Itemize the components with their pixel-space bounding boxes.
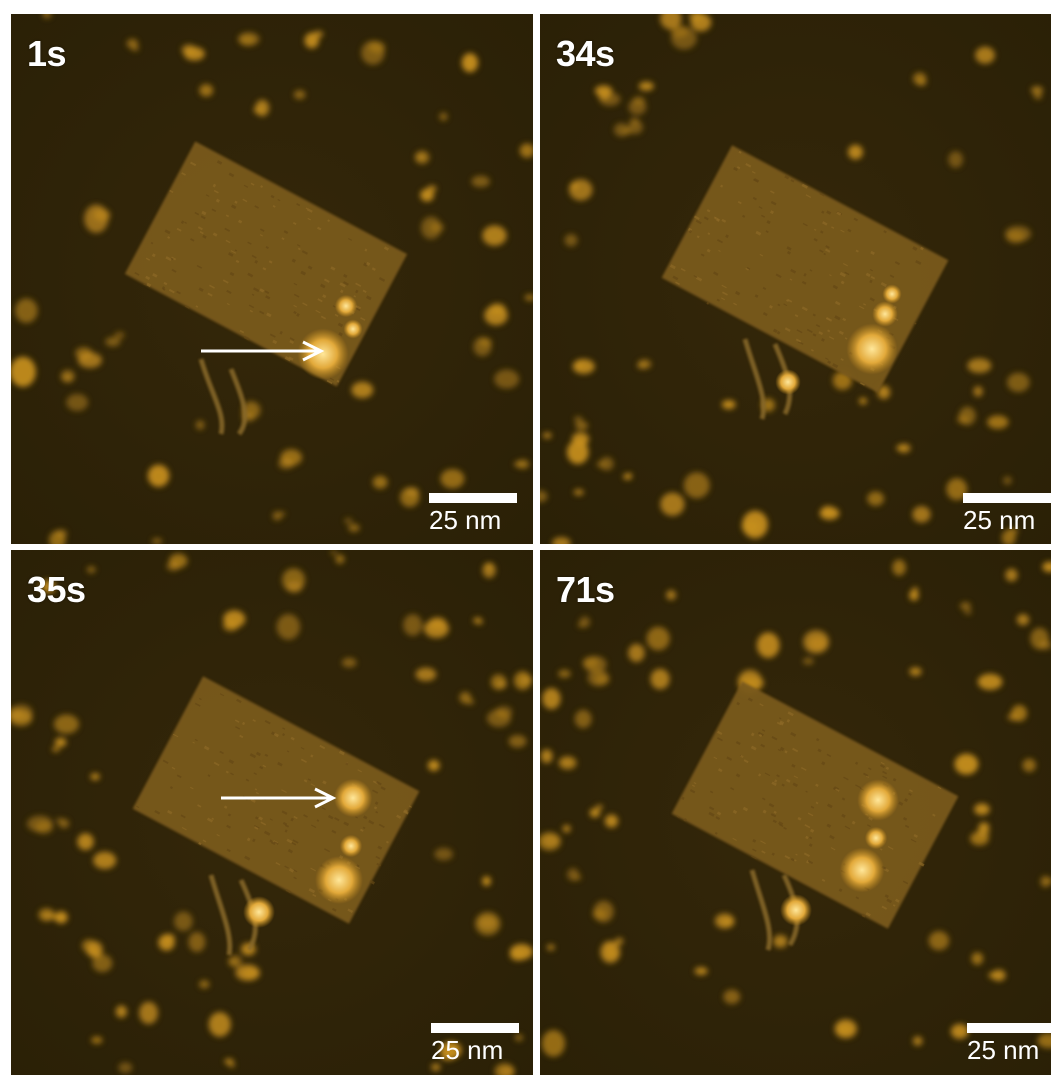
arrow-icon xyxy=(201,340,325,362)
afm-frame-34s: 34s 25 nm xyxy=(540,14,1051,544)
scale-bar-label: 25 nm xyxy=(431,1035,504,1065)
afm-frame-image xyxy=(11,550,533,1075)
scale-bar-label: 25 nm xyxy=(963,505,1036,535)
afm-frame-image xyxy=(11,14,533,544)
scale-bar-line xyxy=(967,1023,1051,1033)
scale-bar-label: 25 nm xyxy=(429,505,502,535)
frame-time-label: 1s xyxy=(27,33,67,74)
afm-frame-71s: 71s 25 nm xyxy=(540,550,1051,1075)
afm-frame-35s: 35s 25 nm xyxy=(11,550,533,1075)
frame-time-label: 71s xyxy=(556,569,615,610)
scale-bar-label: 25 nm xyxy=(967,1035,1040,1065)
afm-frame-image xyxy=(540,14,1051,544)
scale-bar-line xyxy=(963,493,1051,503)
scale-bar-line xyxy=(431,1023,519,1033)
afm-frame-image xyxy=(540,550,1051,1075)
afm-frame-1s: 1s 25 nm xyxy=(11,14,533,544)
scale-bar-line xyxy=(429,493,517,503)
frame-time-label: 35s xyxy=(27,569,86,610)
arrow-icon xyxy=(221,787,337,809)
frame-time-label: 34s xyxy=(556,33,615,74)
